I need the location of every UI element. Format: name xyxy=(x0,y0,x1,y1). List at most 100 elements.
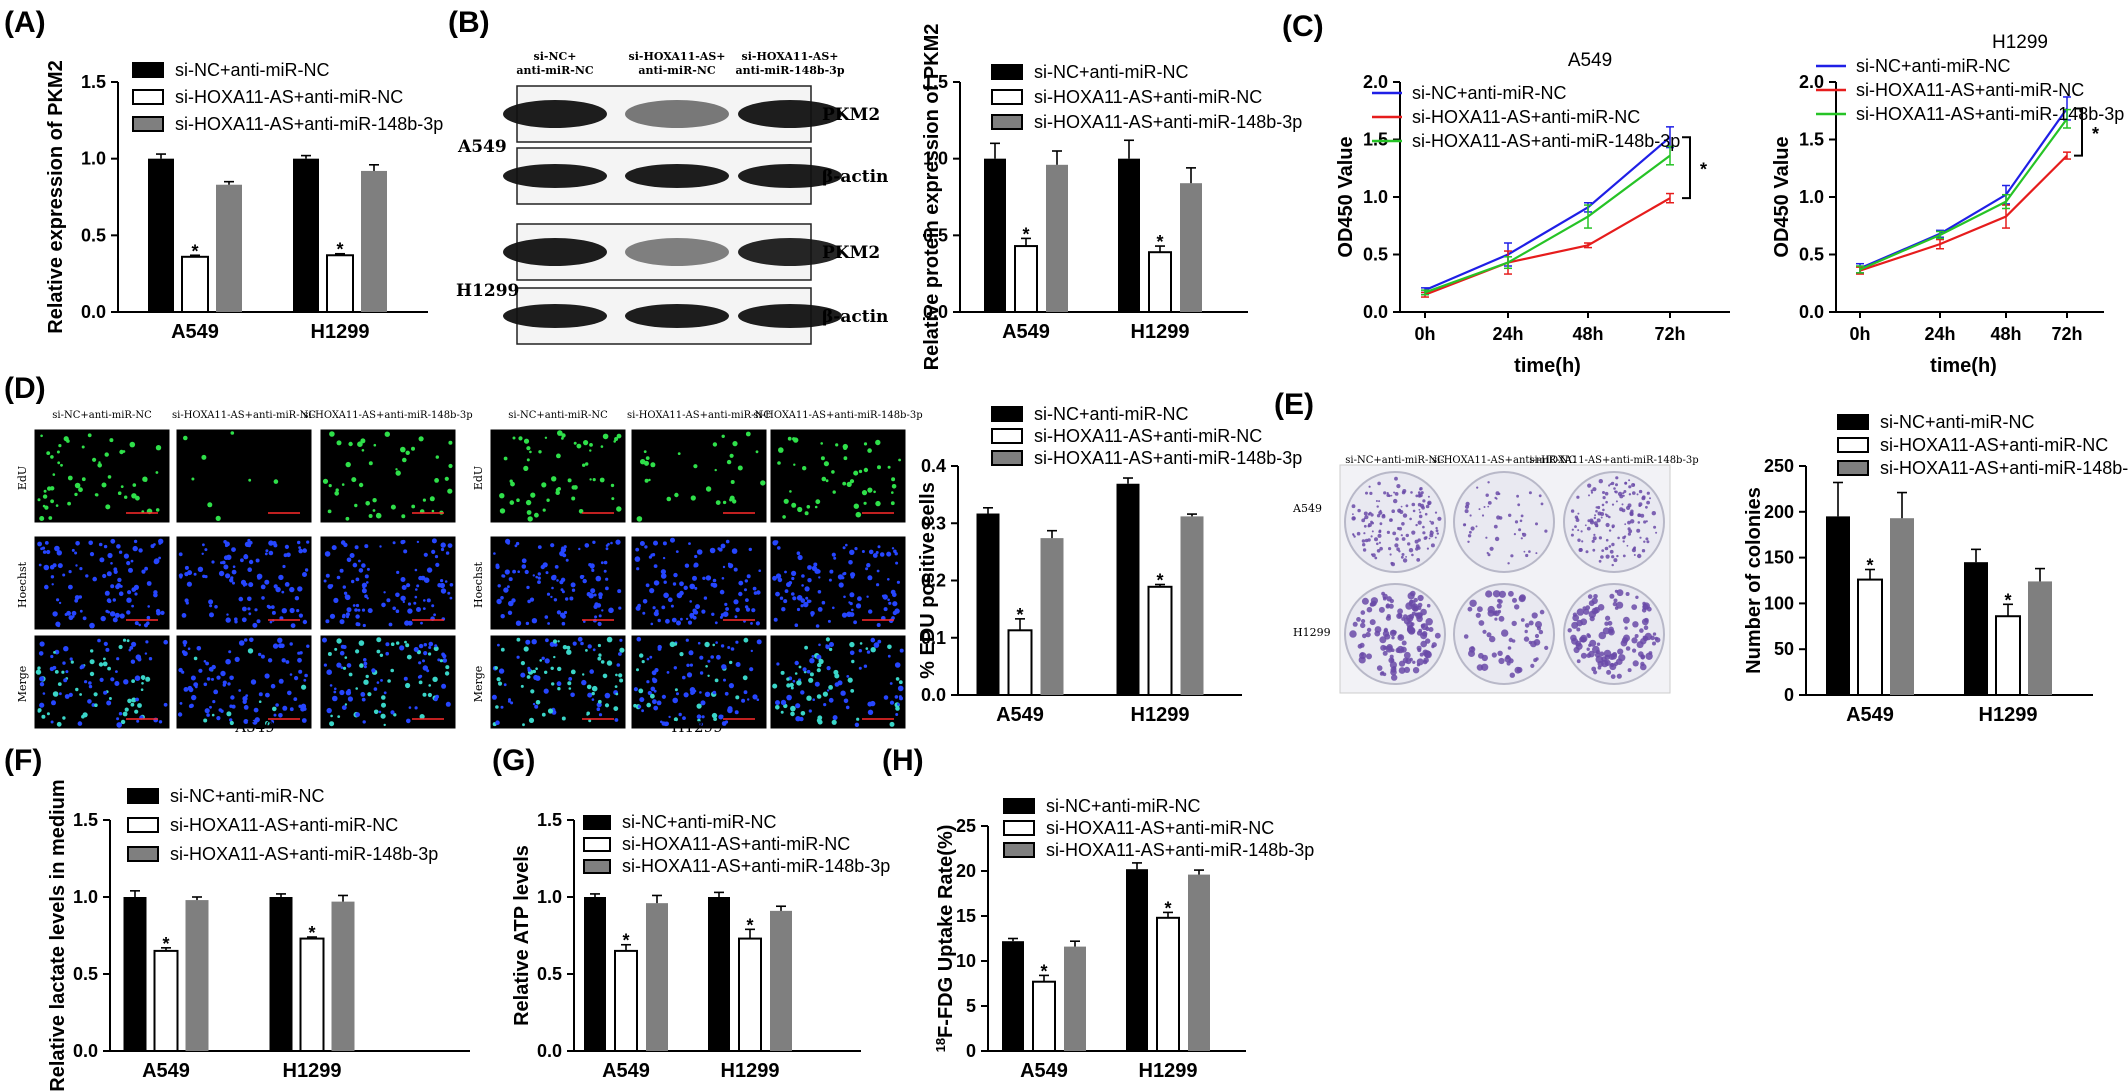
cell-dot xyxy=(673,717,679,722)
cell-dot xyxy=(493,552,496,555)
cell-dot xyxy=(817,607,823,612)
cell-dot xyxy=(601,609,604,612)
micrograph-tile xyxy=(319,535,457,631)
cell-dot xyxy=(887,644,892,650)
y-axis-label: Number of colonies xyxy=(1743,487,1765,674)
bar xyxy=(1040,538,1064,695)
cell-dot xyxy=(334,647,338,651)
colony-dot xyxy=(1491,652,1497,658)
cell-dot xyxy=(98,542,103,547)
colony-dot xyxy=(1352,621,1358,627)
cell-dot xyxy=(855,511,862,518)
colony-dot xyxy=(1638,489,1643,494)
bar xyxy=(181,255,209,313)
cell-dot xyxy=(223,540,227,544)
colony-dot xyxy=(1425,618,1433,626)
cell-dot xyxy=(544,658,550,664)
cell-dot xyxy=(185,601,189,605)
cell-dot xyxy=(646,680,650,684)
colony-dot xyxy=(1379,636,1387,644)
cell-dot xyxy=(306,540,310,544)
cell-dot xyxy=(556,681,562,687)
cell-dot xyxy=(392,606,397,611)
y-tick-label: 0.0 xyxy=(73,1041,98,1061)
cell-dot xyxy=(699,671,704,675)
colony-dot xyxy=(1586,647,1590,651)
cell-dot xyxy=(497,643,500,647)
colony-dot xyxy=(1395,537,1399,541)
colony-dot xyxy=(1616,554,1619,558)
cell-dot xyxy=(792,596,797,601)
cell-dot xyxy=(376,649,381,654)
cell-dot xyxy=(560,547,567,553)
blot-band xyxy=(738,164,842,188)
cell-dot xyxy=(535,675,541,681)
cell-dot xyxy=(809,672,814,677)
cell-dot xyxy=(512,436,516,440)
colony-dot xyxy=(1587,594,1593,599)
cell-dot xyxy=(840,690,846,696)
y-axis-label: Relative protein expression of PKM2 xyxy=(921,24,943,371)
cell-dot xyxy=(587,644,592,649)
colony-dot xyxy=(1487,505,1490,508)
cell-dot xyxy=(402,457,407,463)
cell-dot xyxy=(177,712,183,717)
cell-dot xyxy=(715,500,721,505)
cell-dot xyxy=(144,652,148,655)
x-axis-label: time(h) xyxy=(1930,355,1997,377)
cell-dot xyxy=(131,641,137,647)
cell-dot xyxy=(780,699,787,706)
cell-dot xyxy=(693,562,699,568)
cell-dot xyxy=(104,452,109,457)
cell-dot xyxy=(545,638,549,643)
cell-dot xyxy=(722,500,727,505)
cell-dot xyxy=(77,721,83,726)
cell-dot xyxy=(427,692,432,698)
cell-dot xyxy=(56,721,62,727)
colony-dot xyxy=(1645,537,1649,541)
cell-dot xyxy=(37,541,42,547)
cell-dot xyxy=(585,462,589,466)
colony-dot xyxy=(1601,659,1609,668)
cell-dot xyxy=(211,677,214,681)
colony-dot xyxy=(1586,633,1590,637)
colony-dot xyxy=(1586,526,1591,531)
micrograph-tile xyxy=(489,428,627,524)
cell-dot xyxy=(649,655,653,659)
cell-dot xyxy=(294,676,299,681)
cell-dot xyxy=(648,478,651,482)
cell-dot xyxy=(440,579,444,583)
cell-dot xyxy=(804,511,809,516)
colony-dot xyxy=(1634,634,1639,638)
cell-dot xyxy=(329,684,333,687)
cell-dot xyxy=(582,463,586,467)
series-line xyxy=(1859,154,2068,272)
cell-dot xyxy=(273,713,277,717)
cell-dot xyxy=(503,683,507,687)
cell-dot xyxy=(577,636,583,642)
colony-dot xyxy=(1411,502,1416,507)
colony-dot xyxy=(1417,594,1424,602)
cell-dot xyxy=(106,700,112,706)
colony-dot xyxy=(1591,539,1595,543)
series-line xyxy=(1859,118,2068,271)
y-tick-label: 1.5 xyxy=(81,72,106,92)
cell-dot xyxy=(248,478,252,482)
cell-dot xyxy=(65,670,69,674)
cell-dot xyxy=(336,662,342,668)
colony-dot xyxy=(1633,554,1636,556)
cell-dot xyxy=(686,663,690,667)
cell-dot xyxy=(592,648,596,652)
cell-dot xyxy=(714,678,719,683)
cell-dot xyxy=(395,470,401,476)
cell-dot xyxy=(694,554,698,559)
cell-dot xyxy=(517,570,520,573)
cell-dot xyxy=(348,441,353,447)
cell-dot xyxy=(134,592,138,596)
cell-dot xyxy=(57,563,63,569)
cell-dot xyxy=(38,651,44,656)
colony-dot xyxy=(1576,627,1581,632)
